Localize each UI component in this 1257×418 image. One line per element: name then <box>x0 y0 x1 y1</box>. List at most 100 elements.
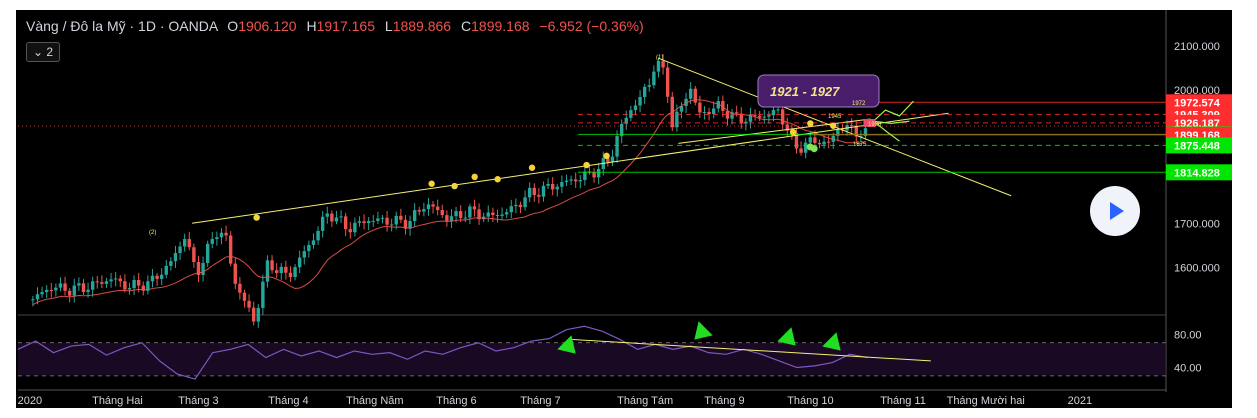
candle-body <box>325 213 329 217</box>
candle-body <box>422 209 426 212</box>
symbol-header[interactable]: Vàng / Đô la Mỹ · 1D · OANDA O1906.120 H… <box>26 18 644 34</box>
signal-arrow <box>557 335 576 354</box>
candle-body <box>192 247 196 262</box>
symbol-title[interactable]: Vàng / Đô la Mỹ · 1D · OANDA <box>26 18 218 34</box>
candle-body <box>725 110 730 119</box>
candle-body <box>219 232 224 238</box>
candle-body <box>389 224 394 226</box>
candle-body <box>454 211 458 217</box>
candle-body <box>509 206 513 213</box>
pivot-dot <box>583 161 590 169</box>
candle-body <box>215 237 219 240</box>
candle-body <box>307 244 311 252</box>
candle-body <box>629 110 633 118</box>
time-tick: Tháng Mười hai <box>947 395 1025 407</box>
candle-body <box>477 209 481 220</box>
candle-body <box>555 186 559 190</box>
chevron-down-icon: ⌄ <box>32 45 47 59</box>
wave-label: (1) <box>656 55 663 61</box>
candle-body <box>77 283 81 286</box>
rsi-trendline <box>572 338 931 362</box>
candle-body <box>136 280 141 286</box>
candle-body <box>343 216 348 230</box>
candle-body <box>435 206 440 211</box>
candle-body <box>100 282 104 284</box>
candle-body <box>610 156 615 163</box>
candle-body <box>739 113 743 124</box>
candle-body <box>399 215 403 220</box>
candle-body <box>86 289 90 293</box>
candle-body <box>371 220 375 222</box>
candle-body <box>376 218 380 221</box>
play-button[interactable] <box>1090 186 1140 236</box>
time-tick: Tháng 4 <box>268 395 308 407</box>
price-tick: 2000.000 <box>1174 85 1220 97</box>
candle-body <box>546 183 550 186</box>
candle-body <box>196 261 201 275</box>
collapse-indicators-button[interactable]: ⌄ 2 <box>26 42 60 62</box>
candle-body <box>684 98 688 107</box>
time-tick: 2021 <box>1068 395 1092 407</box>
candle-body <box>35 294 40 300</box>
pivot-dot <box>830 122 837 129</box>
candle-body <box>458 211 463 218</box>
pivot-dot <box>471 173 478 181</box>
candle-body <box>463 217 467 219</box>
candle-body <box>284 266 288 273</box>
candle-body <box>408 221 412 229</box>
candle-body <box>564 180 569 183</box>
candle-body <box>256 307 260 322</box>
candle-body <box>81 283 86 293</box>
candle-body <box>514 204 518 207</box>
candle-body <box>771 109 776 116</box>
candle-body <box>182 239 187 247</box>
candle-body <box>560 182 564 187</box>
rsi-band-fill <box>18 342 1166 376</box>
candle-body <box>767 115 771 117</box>
candle-body <box>224 232 228 236</box>
low-value: 1889.866 <box>392 18 452 34</box>
candle-body <box>693 88 697 103</box>
candle-body <box>753 114 757 116</box>
candle-body <box>293 267 297 278</box>
candle-body <box>541 185 546 197</box>
candle-body <box>808 137 812 143</box>
pivot-dot <box>428 180 435 187</box>
candle-body <box>58 283 63 288</box>
close-value: 1899.168 <box>471 18 530 34</box>
moving-average-line <box>32 99 866 306</box>
projection-path <box>873 120 900 142</box>
candle-body <box>504 212 509 215</box>
candle-body <box>449 216 454 222</box>
candle-body <box>785 124 789 131</box>
wave-label: (2) <box>149 230 156 236</box>
candle-body <box>113 278 118 280</box>
signal-arrow <box>777 327 796 346</box>
candle-body <box>40 292 44 295</box>
candle-body <box>550 183 555 190</box>
candle-body <box>863 128 868 137</box>
pivot-dot <box>807 120 814 127</box>
candle-body <box>615 136 619 157</box>
candle-body <box>403 219 408 229</box>
candle-body <box>31 299 35 301</box>
candle-body <box>523 197 527 208</box>
pivot-dot <box>528 164 536 171</box>
pivot-dot <box>603 152 610 160</box>
candle-body <box>500 214 504 216</box>
open-value: 1906.120 <box>238 18 297 34</box>
candle-body <box>757 115 762 118</box>
candle-body <box>426 204 431 210</box>
price-tick: 1700.000 <box>1174 218 1220 230</box>
candle-body <box>854 125 858 137</box>
candle-body <box>210 239 214 244</box>
candle-body <box>251 307 256 322</box>
candle-body <box>716 101 720 109</box>
candle-body <box>159 274 164 279</box>
price-level-tag <box>1166 164 1232 181</box>
candle-body <box>445 215 449 222</box>
candle-body <box>468 206 472 218</box>
candle-body <box>228 235 233 264</box>
